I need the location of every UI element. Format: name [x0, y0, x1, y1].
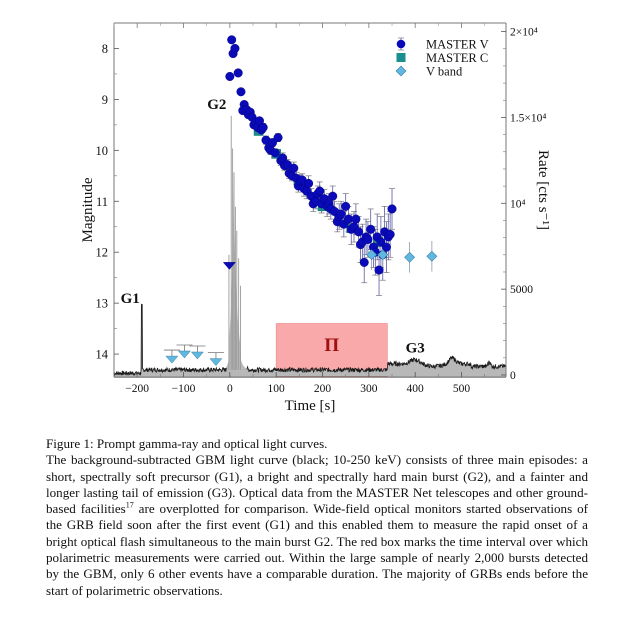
master-v-point — [230, 43, 240, 53]
y-left-tick-label: 13 — [96, 297, 109, 311]
master-v-point — [270, 148, 280, 158]
data-points — [163, 35, 438, 367]
caption-reference: 17 — [125, 500, 134, 510]
legend-label: V band — [426, 65, 463, 79]
gbm-light-curve — [113, 115, 507, 376]
annotation-pi: Π — [324, 335, 339, 356]
master-v-point — [227, 35, 237, 45]
tick-labels: −200 −100 0 100 200 300 400 500 8 9 10 11 12 13 14 0 500… — [80, 27, 551, 414]
master-v-point — [385, 229, 395, 239]
y-right-tick-label: 1.5×10⁴ — [510, 112, 546, 124]
polarimetry-window — [275, 323, 388, 377]
master-v-point — [387, 204, 397, 214]
master-v-point — [381, 242, 391, 252]
master-v-point — [341, 201, 351, 211]
legend-label: MASTER C — [426, 51, 488, 65]
upper-limit-marker — [165, 355, 179, 364]
gbm-noise-line — [113, 303, 507, 376]
y-left-tick-label: 12 — [96, 246, 109, 260]
upper-limit-marker — [177, 350, 191, 359]
legend-label: MASTER V — [426, 38, 489, 52]
master-v-point — [359, 257, 369, 267]
legend-marker-v-band — [395, 65, 407, 77]
annotation-g2: G2 — [207, 97, 226, 113]
master-v-point — [225, 71, 235, 81]
caption-body-continued: are overplotted for comparison. Wide-fie… — [46, 501, 588, 598]
y-right-tick-label: 2×10⁴ — [510, 27, 538, 39]
master-v-point — [236, 87, 246, 97]
figure-caption: Figure 1: Prompt gamma-ray and optical l… — [46, 436, 588, 599]
master-v-point — [351, 214, 361, 224]
y-left-tick-label: 11 — [96, 195, 108, 209]
master-v-point — [315, 186, 325, 196]
annotations: G1 G2 G3 Π — [121, 97, 425, 357]
y-right-tick-label: 10⁴ — [510, 198, 526, 210]
caption-title: Figure 1: Prompt gamma-ray and optical l… — [46, 436, 328, 451]
v-band-point — [404, 251, 416, 263]
master-v-point — [328, 191, 338, 201]
master-v-point — [354, 227, 364, 237]
master-v-point — [233, 68, 243, 78]
upper-limit-marker-master — [222, 262, 236, 270]
v-band-point — [426, 250, 438, 262]
x-tick-label: 0 — [227, 383, 233, 395]
upper-limit-marker — [190, 351, 204, 360]
y-left-tick-label: 8 — [102, 42, 108, 56]
y-left-axis-label: Magnitude — [80, 177, 96, 242]
master-v-point — [366, 224, 376, 234]
polarimetry-box — [275, 323, 388, 377]
x-tick-label: 300 — [360, 383, 378, 395]
legend-marker-master-c — [396, 53, 406, 62]
x-tick-label: 400 — [407, 383, 425, 395]
master-v-point — [273, 133, 283, 143]
x-tick-label: −100 — [172, 383, 196, 395]
master-v-point — [376, 237, 386, 247]
y-right-tick-label: 0 — [510, 370, 516, 382]
master-v-point — [363, 234, 373, 244]
legend-marker-master-v — [396, 39, 406, 49]
x-tick-label: 500 — [453, 383, 471, 395]
v-band-point — [377, 249, 389, 261]
axes — [113, 22, 507, 378]
annotation-g3: G3 — [406, 341, 425, 357]
y-left-tick-label: 10 — [96, 144, 109, 158]
master-v-point — [374, 265, 384, 275]
x-tick-label: 200 — [314, 383, 332, 395]
master-v-point — [336, 209, 346, 219]
x-tick-label: 100 — [268, 383, 286, 395]
annotation-g1: G1 — [121, 291, 140, 307]
upper-limit-marker — [209, 358, 223, 367]
x-axis-label: Time [s] — [285, 398, 336, 414]
light-curve-figure: −200 −100 0 100 200 300 400 500 8 9 10 11 12 13 14 0 500… — [80, 22, 551, 414]
y-right-axis-label: Rate [cts s⁻¹] — [535, 150, 551, 230]
x-tick-label: −200 — [125, 383, 149, 395]
y-right-tick-label: 5000 — [510, 284, 533, 296]
master-v-point — [304, 178, 314, 188]
master-v-point — [258, 122, 268, 132]
master-v-point — [267, 138, 277, 148]
caption-body: The background-subtracted GBM light curv… — [46, 452, 588, 517]
master-v-point — [289, 163, 299, 173]
ticks — [113, 23, 506, 377]
y-left-tick-label: 14 — [96, 348, 109, 362]
y-left-tick-label: 9 — [102, 93, 108, 107]
v-band-point — [366, 249, 378, 261]
